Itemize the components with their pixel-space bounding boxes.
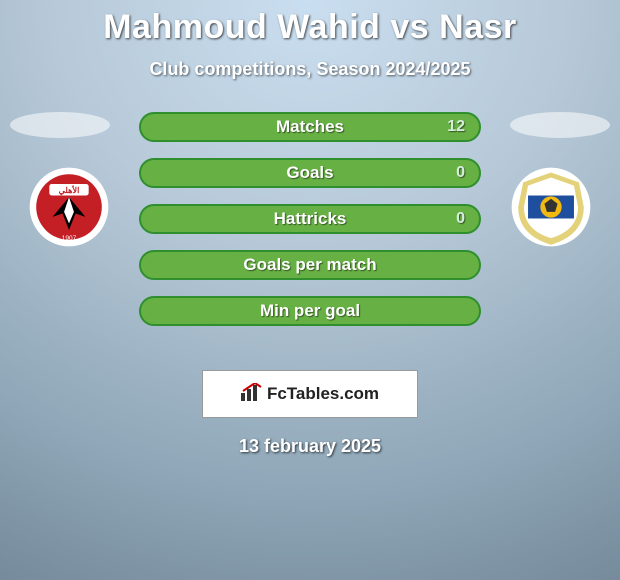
stat-rows: Matches 12 Goals 0 Hattricks 0 Goals per match… (139, 112, 481, 326)
date-footer: 13 february 2025 (0, 436, 620, 457)
right-player-placeholder (510, 112, 610, 138)
svg-text:1907: 1907 (62, 235, 77, 242)
svg-text:الأهلي: الأهلي (59, 184, 80, 196)
right-team-logo (510, 166, 592, 248)
chart-icon (241, 383, 263, 406)
stat-value: 12 (447, 118, 465, 136)
left-player-placeholder (10, 112, 110, 138)
stat-label: Matches (276, 117, 344, 137)
subtitle: Club competitions, Season 2024/2025 (0, 59, 620, 80)
stat-label: Hattricks (274, 209, 347, 229)
stat-row: Goals per match (139, 250, 481, 280)
brand-label: FcTables.com (267, 384, 379, 404)
stat-row: Matches 12 (139, 112, 481, 142)
stat-label: Goals per match (243, 255, 376, 275)
stat-label: Min per goal (260, 301, 360, 321)
brand-watermark: FcTables.com (202, 370, 418, 418)
page-title: Mahmoud Wahid vs Nasr (0, 0, 620, 47)
comparison-stage: الأهلي 1907 Matches12Goals0Hattricks0Goa… (0, 112, 620, 352)
stat-label: Goals (286, 163, 333, 183)
stat-row: Min per goal (139, 296, 481, 326)
stat-value: 0 (456, 164, 465, 182)
stat-row: Hattricks 0 (139, 204, 481, 234)
stat-value: 0 (456, 210, 465, 228)
stat-row: Goals 0 (139, 158, 481, 188)
left-team-logo: الأهلي 1907 (28, 166, 110, 248)
